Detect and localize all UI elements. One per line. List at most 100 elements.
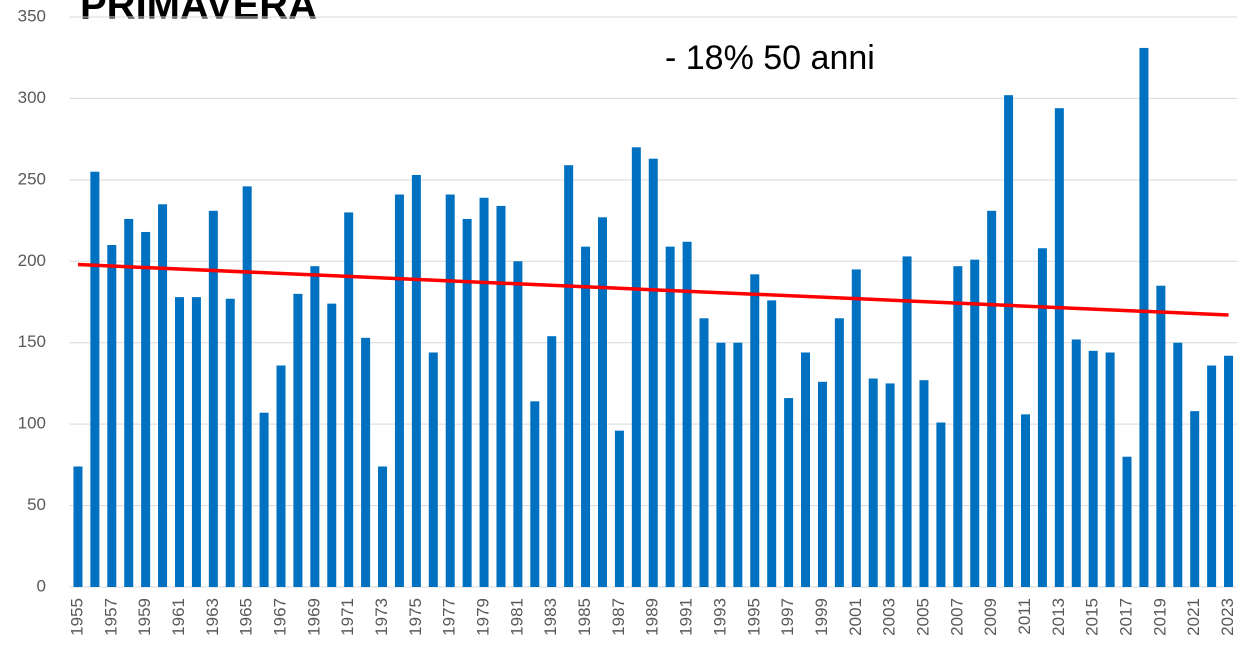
bar <box>767 300 777 587</box>
x-tick-label: 2001 <box>846 598 865 636</box>
x-tick-label: 1989 <box>643 598 662 636</box>
bar <box>1190 411 1200 587</box>
bar <box>1156 285 1166 587</box>
bar <box>344 212 354 587</box>
bar <box>158 204 168 588</box>
bar <box>834 318 844 587</box>
bar <box>1071 339 1081 587</box>
y-tick-label: 350 <box>18 6 46 25</box>
bar <box>496 205 506 587</box>
x-tick-label: 1985 <box>575 598 594 636</box>
x-tick-label: 1981 <box>507 598 526 636</box>
bar <box>547 336 557 587</box>
x-tick-label: 1967 <box>270 598 289 636</box>
bar <box>851 269 861 587</box>
bar <box>1037 248 1047 587</box>
bar <box>361 337 371 587</box>
bar <box>750 274 760 587</box>
bar <box>784 398 794 587</box>
x-tick-label: 1969 <box>304 598 323 636</box>
bar <box>445 194 455 587</box>
bar <box>1224 355 1234 587</box>
bar <box>648 158 658 587</box>
bar <box>411 174 421 587</box>
bar <box>817 381 827 587</box>
bar <box>225 298 235 587</box>
bar <box>1004 95 1014 588</box>
x-tick-label: 1975 <box>406 598 425 636</box>
x-tick-label: 2023 <box>1218 598 1237 636</box>
bar <box>868 378 878 587</box>
bar <box>953 266 963 587</box>
bar <box>1088 350 1098 587</box>
x-tick-label: 1987 <box>609 598 628 636</box>
bar <box>242 186 252 587</box>
bar <box>327 303 337 587</box>
bar <box>1207 365 1217 587</box>
bar <box>479 197 489 587</box>
bar <box>919 380 929 587</box>
y-tick-label: 0 <box>37 576 46 595</box>
x-tick-label: 2017 <box>1117 598 1136 636</box>
bar <box>1139 47 1149 587</box>
x-tick-label: 1971 <box>338 598 357 636</box>
bar <box>530 401 540 587</box>
bar <box>90 171 100 587</box>
x-tick-label: 2019 <box>1150 598 1169 636</box>
x-tick-label: 1991 <box>677 598 696 636</box>
x-tick-label: 1963 <box>203 598 222 636</box>
trend-line <box>77 262 1229 317</box>
x-tick-label: 2011 <box>1015 598 1034 635</box>
x-tick-label: 1993 <box>710 598 729 636</box>
y-tick-label: 300 <box>18 88 46 107</box>
bar <box>987 210 997 588</box>
bar <box>394 194 404 587</box>
x-tick-label: 1961 <box>169 598 188 636</box>
bar <box>428 352 438 587</box>
bar <box>141 231 151 587</box>
x-tick-label: 2009 <box>981 598 1000 636</box>
bar <box>699 318 709 587</box>
bar <box>293 293 303 587</box>
x-tick-label: 1999 <box>812 598 831 636</box>
bar <box>581 246 591 587</box>
x-tick-label: 2021 <box>1184 598 1203 636</box>
bar <box>1173 342 1183 587</box>
bar <box>597 217 607 588</box>
x-tick-label: 2005 <box>913 598 932 636</box>
y-tick-label: 150 <box>18 332 46 351</box>
bar <box>733 342 743 587</box>
bar <box>276 365 286 587</box>
bar <box>310 266 320 587</box>
y-tick-label: 200 <box>18 251 46 270</box>
x-tick-label: 1959 <box>135 598 154 636</box>
bar <box>124 218 134 587</box>
x-tick-label: 1957 <box>101 598 120 636</box>
annotation: - 18% 50 anni <box>665 39 875 77</box>
bar <box>513 261 523 587</box>
chart-title: PRIMAVERA <box>80 0 317 28</box>
bar <box>614 430 624 587</box>
x-tick-label: 2015 <box>1083 598 1102 636</box>
bar <box>936 422 946 587</box>
bar <box>191 297 201 587</box>
x-tick-label: 1983 <box>541 598 560 636</box>
bar <box>378 466 388 587</box>
bar <box>801 352 811 587</box>
bar <box>107 245 117 587</box>
y-tick-label: 50 <box>27 495 46 514</box>
x-tick-label: 2007 <box>947 598 966 636</box>
bar <box>885 383 895 587</box>
bar <box>665 246 675 587</box>
bar <box>970 259 980 587</box>
x-tick-label: 1973 <box>372 598 391 636</box>
bar <box>716 342 726 587</box>
bar <box>259 412 269 587</box>
bar <box>1054 108 1064 587</box>
bar <box>564 165 574 587</box>
bar <box>174 297 184 587</box>
y-tick-label: 100 <box>18 414 46 433</box>
x-tick-label: 1995 <box>744 598 763 636</box>
x-tick-label: 1979 <box>474 598 493 636</box>
